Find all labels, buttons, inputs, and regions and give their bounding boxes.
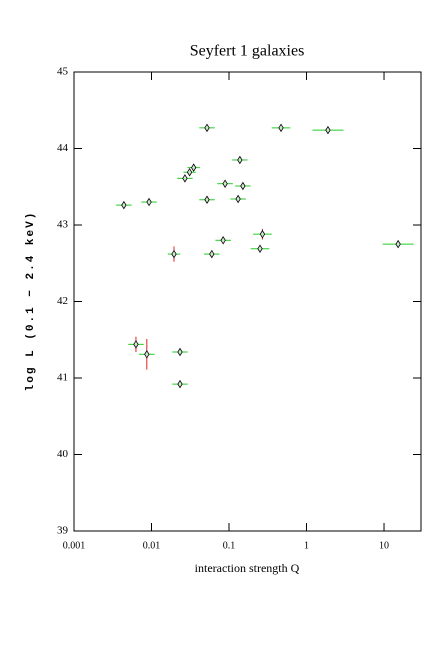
y-tick-label: 41 xyxy=(57,372,68,384)
y-tick-label: 43 xyxy=(57,219,69,231)
x-tick-label: 0.1 xyxy=(223,540,236,551)
point xyxy=(235,194,241,204)
point xyxy=(133,340,139,349)
chart-title: Seyfert 1 galaxies xyxy=(190,43,305,60)
point xyxy=(325,125,331,135)
point xyxy=(222,179,228,188)
point xyxy=(182,174,188,183)
point xyxy=(177,347,183,357)
point xyxy=(204,123,210,133)
point xyxy=(209,249,215,259)
point xyxy=(237,155,243,165)
point xyxy=(259,229,266,239)
point xyxy=(191,163,197,172)
point xyxy=(240,181,246,191)
y-tick-label: 42 xyxy=(57,295,68,307)
y-tick-label: 45 xyxy=(57,66,69,78)
x-tick-label: 1 xyxy=(304,540,309,551)
x-tick-label: 0.01 xyxy=(143,540,161,551)
point xyxy=(395,239,401,249)
point xyxy=(144,350,150,359)
x-tick-label: 0.001 xyxy=(63,540,86,551)
point xyxy=(278,123,284,133)
point xyxy=(204,195,210,205)
point xyxy=(171,249,177,259)
point xyxy=(186,167,193,177)
y-tick-label: 40 xyxy=(57,448,69,460)
y-tick-label: 44 xyxy=(57,142,69,154)
point xyxy=(220,236,226,245)
point xyxy=(146,197,152,207)
x-tick-label: 10 xyxy=(379,540,389,551)
y-tick-label: 39 xyxy=(57,525,69,537)
point xyxy=(177,379,183,389)
y-axis-label: log L (0.1 − 2.4 keV) xyxy=(25,211,37,392)
plot-frame xyxy=(73,71,422,532)
x-axis-label: interaction strength Q xyxy=(195,561,300,575)
point xyxy=(121,200,127,210)
point xyxy=(257,244,263,253)
